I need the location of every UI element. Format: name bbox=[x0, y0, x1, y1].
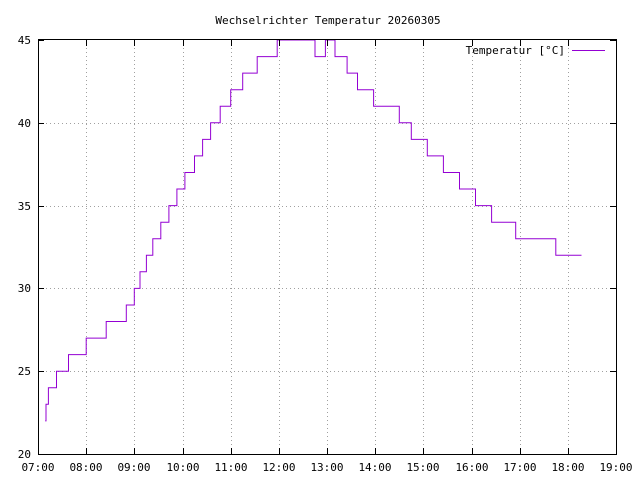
chart-title: Wechselrichter Temperatur 20260305 bbox=[215, 14, 440, 27]
y-tick-label: 25 bbox=[18, 365, 31, 378]
series-line bbox=[45, 40, 582, 422]
x-tick-label: 12:00 bbox=[262, 461, 295, 474]
x-tick-label: 16:00 bbox=[455, 461, 488, 474]
plot-frame bbox=[38, 39, 617, 455]
y-tick-label: 45 bbox=[18, 34, 31, 47]
x-tick-label: 07:00 bbox=[21, 461, 54, 474]
x-tick-label: 14:00 bbox=[358, 461, 391, 474]
plot-area bbox=[45, 40, 582, 422]
x-tick-label: 18:00 bbox=[551, 461, 584, 474]
x-tick-label: 10:00 bbox=[166, 461, 199, 474]
legend-label: Temperatur [°C] bbox=[466, 44, 565, 57]
x-tick-label: 08:00 bbox=[69, 461, 102, 474]
x-tick-label: 17:00 bbox=[503, 461, 536, 474]
x-tick-label: 15:00 bbox=[406, 461, 439, 474]
y-tick-label: 20 bbox=[18, 448, 31, 461]
x-tick-label: 19:00 bbox=[599, 461, 632, 474]
y-tick-label: 40 bbox=[18, 117, 31, 130]
x-tick-label: 13:00 bbox=[310, 461, 343, 474]
y-tick-label: 35 bbox=[18, 200, 31, 213]
x-tick-label: 09:00 bbox=[117, 461, 150, 474]
x-tick-label: 11:00 bbox=[214, 461, 247, 474]
grid bbox=[38, 40, 616, 454]
axes: 20 25 30 35 40 45 07:00 08:00 09:00 10:00 11:00 12:… bbox=[18, 34, 633, 474]
legend: Temperatur [°C] bbox=[466, 44, 605, 57]
y-tick-label: 30 bbox=[18, 282, 31, 295]
